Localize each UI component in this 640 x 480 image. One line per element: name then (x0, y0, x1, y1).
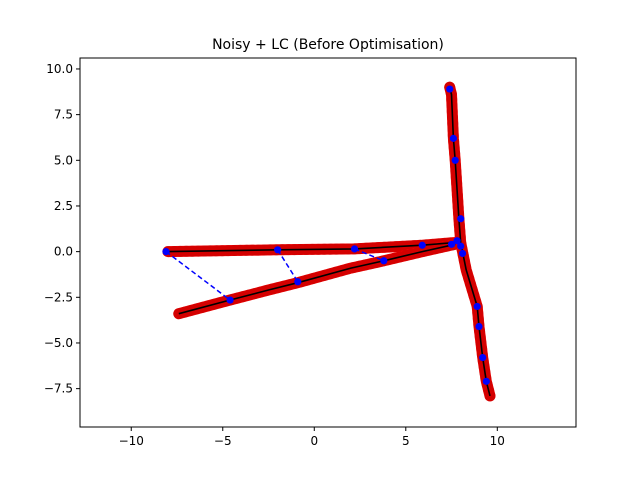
keyframe-point-12 (274, 246, 282, 254)
keyframe-point-3 (457, 215, 465, 223)
x-tick-label: 10 (490, 434, 505, 448)
y-tick-label: −2.5 (44, 290, 73, 304)
y-tick-label: −5.0 (44, 336, 73, 350)
y-tick-label: 10.0 (46, 62, 73, 76)
y-tick-label: 7.5 (54, 108, 73, 122)
y-tick-label: −7.5 (44, 382, 73, 396)
keyframe-point-11 (162, 248, 170, 256)
keyframe-point-18 (380, 257, 388, 265)
keyframe-point-9 (479, 353, 487, 362)
x-axis: −10 −5 0 5 10 (119, 427, 505, 448)
keyframe-point-17 (294, 278, 302, 286)
keyframe-point-13 (350, 245, 359, 253)
keyframe-point-4 (453, 237, 461, 245)
keyframe-point-7 (473, 302, 481, 311)
loop-closure-edge-0 (165, 251, 231, 301)
x-tick-label: 0 (310, 434, 318, 448)
loop-closure-edge-1 (277, 249, 299, 283)
loop-closure-edge-2 (354, 248, 385, 262)
x-tick-label: −10 (119, 434, 144, 448)
y-tick-label: 0.0 (54, 245, 73, 259)
plot-area (162, 81, 496, 402)
chart-title: Noisy + LC (Before Optimisation) (212, 37, 444, 53)
keyframe-point-0 (446, 85, 454, 93)
keyframe-point-5 (457, 242, 465, 250)
keyframe-point-16 (226, 296, 234, 304)
keyframe-point-15 (447, 240, 456, 248)
x-tick-label: −5 (214, 434, 232, 448)
keyframe-point-8 (475, 322, 483, 331)
keyframe-point-10 (482, 377, 490, 385)
keyframe-point-2 (451, 156, 459, 164)
keyframe-point-6 (458, 249, 467, 258)
y-tick-label: 5.0 (54, 153, 73, 167)
y-tick-label: 2.5 (54, 199, 73, 213)
x-tick-label: 5 (402, 434, 410, 448)
keyframe-point-1 (449, 134, 457, 142)
keyframe-point-14 (418, 241, 426, 249)
pose-graph-line-2 (178, 243, 456, 315)
axes-frame (79, 57, 577, 428)
y-axis: −7.5 −5.0 −2.5 0.0 2.5 5.0 7.5 10.0 (44, 62, 80, 396)
